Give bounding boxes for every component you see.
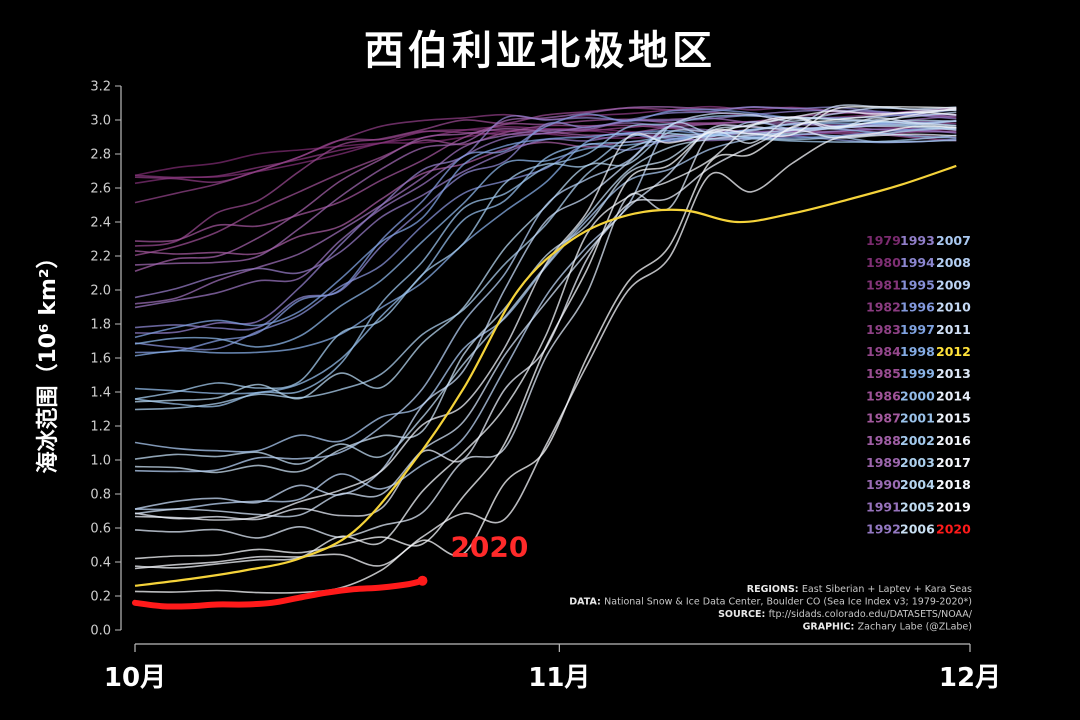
x-tick-label: 10月 [104, 663, 166, 693]
y-tick-label: 0.6 [90, 522, 111, 537]
legend-entry: 1982 [866, 300, 901, 315]
series-line [134, 125, 957, 570]
legend-entry: 2020 [936, 522, 971, 537]
legend-entry: 2008 [936, 255, 971, 270]
series-line [134, 125, 957, 185]
callout-2020-label: 2020 [450, 531, 528, 564]
series-line [134, 109, 957, 334]
legend-entry: 2016 [936, 433, 971, 448]
legend-entry: 2018 [936, 477, 971, 492]
credit-line: SOURCE: ftp://sidads.colorado.edu/DATASE… [718, 609, 973, 620]
credit-line: DATA: National Snow & Ice Data Center, B… [569, 597, 972, 608]
y-tick-label: 3.2 [90, 80, 111, 95]
legend-entry: 1984 [866, 344, 901, 359]
y-tick-label: 0.2 [90, 590, 111, 605]
legend-entry: 2003 [900, 455, 935, 470]
y-tick-label: 2.8 [90, 148, 111, 163]
legend-entry: 1979 [866, 233, 901, 248]
y-tick-label: 1.4 [90, 386, 111, 401]
series-line [134, 120, 957, 309]
legend-entry: 1987 [866, 411, 901, 426]
legend-entry: 1983 [866, 322, 901, 337]
legend-entry: 1991 [866, 499, 901, 514]
series-line [134, 107, 957, 569]
legend-entry: 2002 [900, 433, 935, 448]
legend-entry: 2006 [900, 522, 935, 537]
legend-entry: 2009 [936, 277, 971, 292]
legend-entry: 2017 [936, 455, 971, 470]
y-tick-label: 2.6 [90, 182, 111, 197]
legend-entry: 1994 [900, 255, 935, 270]
legend-entry: 2019 [936, 499, 971, 514]
series-line [134, 122, 957, 348]
x-tick-label: 12月 [939, 663, 1001, 693]
series-line [134, 106, 957, 510]
legend-entry: 1985 [866, 366, 901, 381]
y-tick-label: 2.0 [90, 284, 111, 299]
legend-entry: 2000 [900, 388, 935, 403]
legend-entry: 2005 [900, 499, 935, 514]
series-2012-line [134, 164, 957, 587]
legend: 1979 1980 1981 1982 1983 1984 1985 1986 1987 1988… [866, 233, 971, 537]
legend-entry: 1986 [866, 388, 901, 403]
legend-entry: 2001 [900, 411, 935, 426]
legend-entry: 2015 [936, 411, 971, 426]
series-line [134, 119, 957, 473]
legend-entry: 1997 [900, 322, 935, 337]
y-tick-label: 3.0 [90, 114, 111, 129]
legend-entry: 2010 [936, 300, 971, 315]
legend-entry: 2004 [900, 477, 935, 492]
series-line [134, 106, 957, 331]
y-tick-label: 0.0 [90, 624, 111, 639]
historical-series-lines [134, 104, 957, 594]
legend-entry: 1993 [900, 233, 935, 248]
legend-entry: 1980 [866, 255, 901, 270]
legend-entry: 2007 [936, 233, 971, 248]
series-2020-line [132, 577, 426, 610]
legend-entry: 1998 [900, 344, 935, 359]
legend-entry: 2012 [936, 344, 971, 359]
legend-entry: 1989 [866, 455, 901, 470]
credit-line: REGIONS: East Siberian + Laptev + Kara S… [747, 584, 972, 595]
series-line [134, 111, 957, 594]
series-line [134, 121, 957, 272]
legend-entry: 1981 [866, 277, 901, 292]
axes: 0.0 0.2 0.4 0.6 0.8 1.0 1.2 1.4 1.6 1.8 2.0 2.2 2.4 2… [90, 80, 1001, 694]
y-tick-label: 1.6 [90, 352, 111, 367]
legend-entry: 1990 [866, 477, 901, 492]
series-line [134, 108, 957, 521]
y-tick-label: 0.8 [90, 488, 111, 503]
x-tick-label: 11月 [528, 663, 590, 693]
series-line [134, 127, 957, 339]
legend-entry: 2011 [936, 322, 971, 337]
y-tick-label: 2.2 [90, 250, 111, 265]
series-line [134, 127, 957, 411]
series-2020-endpoint [417, 575, 428, 586]
legend-entry: 1996 [900, 300, 935, 315]
y-tick-label: 1.0 [90, 454, 111, 469]
y-tick-label: 1.2 [90, 420, 111, 435]
y-tick-label: 0.4 [90, 556, 111, 571]
credits-block: REGIONS: East Siberian + Laptev + Kara S… [569, 584, 973, 633]
series-line [134, 130, 957, 256]
credit-line: GRAPHIC: Zachary Labe (@ZLabe) [803, 622, 972, 633]
chart-title: 西伯利亚北极地区 [364, 28, 716, 74]
series-line [134, 132, 957, 351]
highlighted-series-lines: 2020 [132, 164, 957, 610]
legend-entry: 1992 [866, 522, 901, 537]
legend-entry: 2014 [936, 388, 971, 403]
y-tick-label: 2.4 [90, 216, 111, 231]
y-tick-label: 1.8 [90, 318, 111, 333]
legend-entry: 1988 [866, 433, 901, 448]
legend-entry: 1995 [900, 277, 935, 292]
legend-entry: 2013 [936, 366, 971, 381]
legend-entry: 1999 [900, 366, 935, 381]
series-line [134, 108, 957, 354]
